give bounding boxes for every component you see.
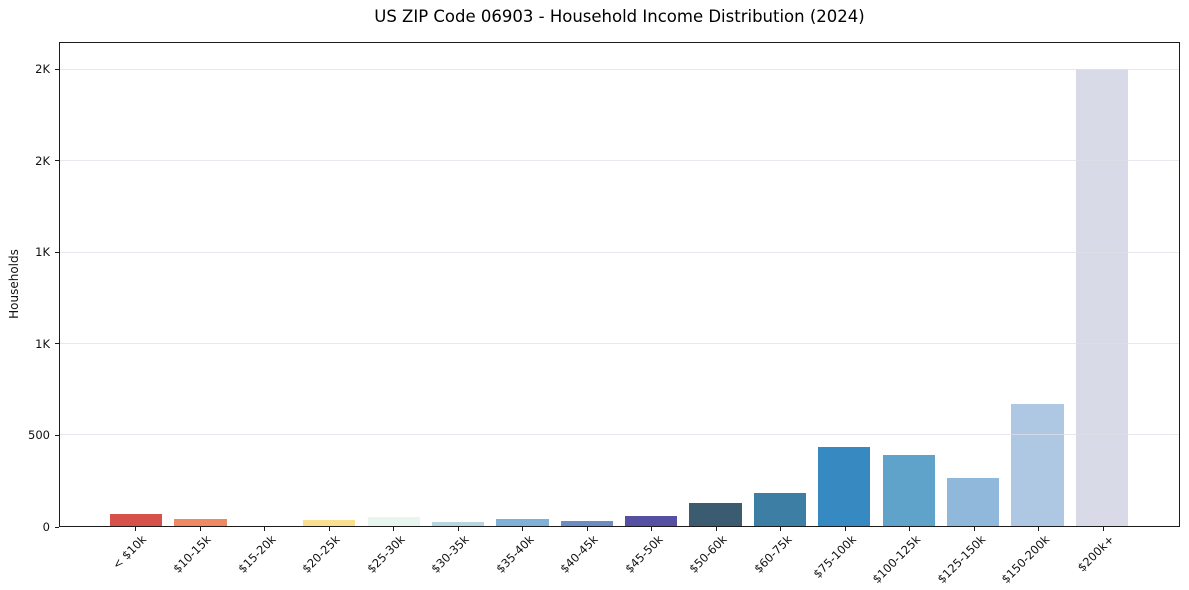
bar-$200k+ <box>1075 68 1128 526</box>
y-tick-label: 2K <box>35 153 50 168</box>
x-tick-mark <box>651 527 653 531</box>
x-tick-label: $10-15k <box>170 532 214 576</box>
x-tick-mark <box>586 527 588 531</box>
y-tick-mark <box>55 343 59 345</box>
x-tick-mark <box>780 527 782 531</box>
x-tick-mark <box>715 527 717 531</box>
x-tick-label: $35-40k <box>493 532 537 576</box>
y-tick-mark <box>55 251 59 253</box>
y-tick-label: 0 <box>42 520 50 534</box>
y-tick-mark <box>55 434 59 436</box>
gridline <box>60 160 1179 162</box>
x-tick-mark <box>522 527 524 531</box>
bar-$150-200k <box>1011 403 1064 526</box>
bar-slot <box>555 43 619 526</box>
bar-$35-40k <box>496 518 549 526</box>
y-tick-label: 500 <box>28 428 50 443</box>
bar-slot <box>683 43 747 526</box>
x-tick-mark <box>1038 527 1040 531</box>
bar-slot <box>877 43 941 526</box>
chart-title: US ZIP Code 06903 - Household Income Dis… <box>374 7 865 26</box>
x-tick-label: $100-125k <box>869 532 924 587</box>
bar-slot <box>941 43 1005 526</box>
bar-$50-60k <box>689 503 742 526</box>
bar-$30-35k <box>431 522 485 526</box>
x-tick-label: $15-20k <box>235 532 279 576</box>
y-axis-title: Households <box>7 249 21 319</box>
x-tick-mark <box>199 527 201 531</box>
y-tick-mark <box>55 160 59 162</box>
bar-$100-125k <box>882 454 935 526</box>
x-tick-label: $75-100k <box>810 532 859 581</box>
bar-$40-45k <box>560 521 613 526</box>
x-tick-label: $125-150k <box>934 532 988 587</box>
x-tick-mark <box>393 527 395 531</box>
bar-slot <box>490 43 554 526</box>
x-tick-label: $30-35k <box>428 532 472 576</box>
x-tick-label: < $10k <box>109 532 150 572</box>
x-tick-mark <box>844 527 846 531</box>
bar-$25-30k <box>367 516 420 526</box>
bar-slot <box>362 43 426 526</box>
bar-slot <box>748 43 812 526</box>
y-tick-label: 2K <box>35 62 50 77</box>
bar-slot <box>1070 43 1134 526</box>
bar-slot <box>426 43 490 526</box>
gridline <box>60 433 1179 435</box>
gridline <box>60 251 1179 253</box>
gridline <box>60 69 1179 71</box>
bar-$60-75k <box>753 493 806 526</box>
bar-$45-50k <box>625 515 678 526</box>
bar-$125-150k <box>946 477 1000 526</box>
x-tick-mark <box>909 527 911 531</box>
x-tick-label: $20-25k <box>299 532 343 576</box>
x-tick-label: $25-30k <box>364 532 408 576</box>
bar-< $10k <box>110 514 163 526</box>
bar-slot <box>168 43 232 526</box>
bar-$20-25k <box>303 519 356 526</box>
x-tick-mark <box>135 527 137 531</box>
bar-slot <box>297 43 361 526</box>
bar-slot <box>812 43 876 526</box>
x-tick-mark <box>328 527 330 531</box>
bar-slot <box>104 43 168 526</box>
bar-$10-15k <box>174 518 227 526</box>
x-tick-label: $40-45k <box>557 532 601 576</box>
x-tick-mark <box>1102 527 1104 531</box>
y-tick-mark <box>55 68 59 70</box>
x-tick-label: $200k+ <box>1074 532 1117 575</box>
x-tick-label: $45-50k <box>622 532 666 576</box>
bars-row <box>104 43 1134 526</box>
x-tick-label: $150-200k <box>998 532 1053 587</box>
bar-slot <box>233 43 297 526</box>
gridline <box>60 342 1179 344</box>
y-tick-mark <box>55 526 59 528</box>
plot-area <box>59 42 1180 527</box>
x-tick-label: $50-60k <box>686 532 730 576</box>
bar-slot <box>1005 43 1069 526</box>
y-tick-label: 1K <box>35 245 50 260</box>
x-tick-label: $60-75k <box>751 532 795 576</box>
bar-$75-100k <box>818 446 871 526</box>
x-tick-mark <box>973 527 975 531</box>
y-tick-label: 1K <box>35 336 50 351</box>
x-tick-mark <box>457 527 459 531</box>
x-tick-mark <box>264 527 266 531</box>
bar-slot <box>619 43 683 526</box>
